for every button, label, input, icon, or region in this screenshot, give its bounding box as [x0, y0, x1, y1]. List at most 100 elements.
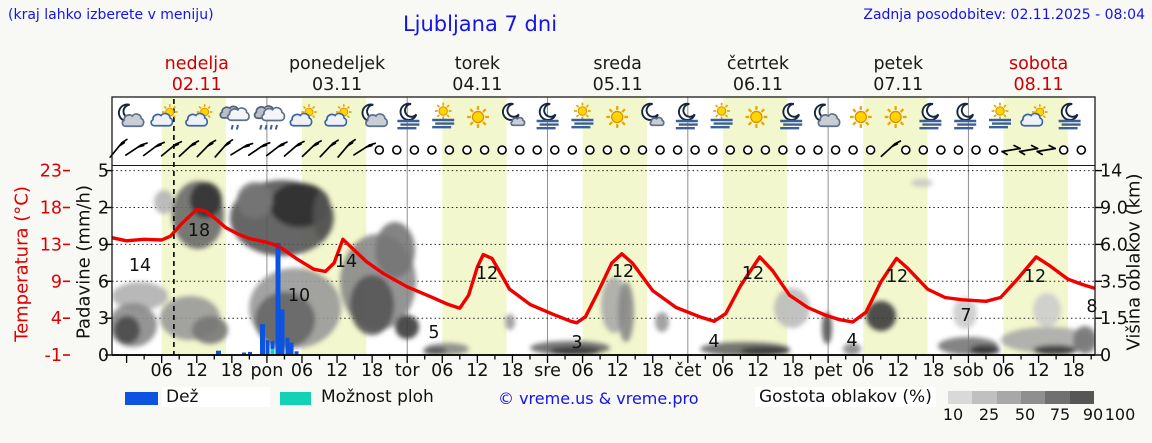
rain-bar: [242, 352, 246, 355]
moon-fog-icon: [780, 102, 803, 130]
cloud-blob: [255, 292, 315, 348]
precip-tick-value: 0: [98, 346, 109, 366]
cloud-heavy-rain-icon: [253, 105, 286, 130]
location-hint: (kraj lahko izberete v meniju): [8, 7, 214, 23]
x-tick-label: 06: [291, 361, 313, 381]
temperature-value: 8: [1086, 297, 1097, 317]
wind-calm-icon: [427, 145, 437, 155]
day-header: ponedeljek 03.11: [289, 54, 385, 96]
temperature-value: 4: [846, 331, 857, 351]
sun-icon: [606, 106, 629, 128]
day-header: petek 07.11: [873, 54, 923, 96]
wind-calm-icon: [707, 145, 718, 155]
cloud-blob: [423, 347, 447, 355]
moon-fog-icon: [1058, 102, 1081, 130]
temp-tick-value: 4: [51, 309, 62, 329]
wind-calm-icon: [900, 145, 911, 155]
rain-bar: [260, 324, 265, 355]
x-tick-label: 12: [747, 361, 769, 381]
day-name: ponedeljek: [288, 54, 386, 74]
wind-barb-icon: [142, 141, 166, 157]
density-segment: [996, 391, 1021, 404]
last-update-timestamp: Zadnja posodobitev: 02.11.2025 - 08:04: [863, 7, 1145, 23]
wind-calm-icon: [532, 145, 543, 155]
wind-calm-icon: [971, 145, 981, 155]
temperature-value: 14: [129, 256, 151, 276]
cloud-density-label: Gostota oblakov (%): [755, 387, 936, 407]
credit-link[interactable]: © vreme.us & vreme.pro: [498, 389, 699, 408]
wind-barb-icon: [196, 139, 217, 158]
cloud-blob: [866, 301, 896, 331]
temperature-value-labels: 14 18 10 14 5 12 3 12 4 12 4 12 7 12 8: [129, 221, 1098, 353]
temperature-value: 12: [742, 264, 764, 284]
day-header: nedelja 02.11: [165, 54, 229, 96]
wind-calm-icon: [672, 145, 683, 155]
rain-legend-swatch: [125, 392, 158, 405]
rain-bar: [275, 242, 281, 355]
sun-cloud-icon: [289, 104, 317, 127]
wind-calm-icon: [549, 145, 560, 155]
rain-bar: [248, 351, 252, 355]
moon-fog-icon: [397, 102, 420, 130]
day-date: 06.11: [732, 75, 783, 95]
cloud-blob: [237, 182, 273, 218]
wind-barb-icon: [283, 140, 305, 157]
temperature-line: [112, 207, 1095, 325]
x-tick-label: 18: [361, 361, 383, 381]
wind-calm-icon: [953, 145, 964, 155]
x-tick-label: 12: [466, 361, 488, 381]
cloud-tick-value: 0: [1100, 346, 1111, 366]
x-tick-label: 18: [221, 361, 243, 381]
density-step-value: 75: [1049, 405, 1071, 424]
precip-tick-value: 5: [98, 162, 109, 182]
x-tick-label: 18: [782, 361, 804, 381]
sun-icon: [745, 106, 768, 128]
wind-calm-icon: [742, 145, 753, 155]
page-title: Ljubljana 7 dni: [402, 12, 558, 36]
wind-calm-icon: [690, 145, 700, 155]
cloud-tick-value: 14: [1100, 162, 1122, 182]
wind-calm-icon: [585, 145, 595, 155]
x-tick-label: pon: [250, 361, 283, 381]
day-date: 04.11: [452, 75, 503, 95]
wind-calm-icon: [988, 145, 999, 155]
sun-icon: [849, 106, 872, 128]
cloud-blob: [822, 312, 832, 344]
sun-fog-icon: [989, 102, 1011, 129]
density-segment: [972, 391, 997, 404]
cloud-tick-value: 6.0: [1100, 235, 1128, 255]
wind-calm-icon: [918, 145, 929, 155]
day-header: četrtek 06.11: [727, 54, 789, 96]
sun-cloud-icon: [150, 104, 178, 127]
density-step-value: 100: [1104, 405, 1136, 424]
day-name: četrtek: [726, 54, 790, 74]
precip-tick-value: 6: [98, 272, 109, 292]
cloud-blob: [1073, 326, 1095, 354]
temp-tick-value: 13: [40, 235, 62, 255]
wind-barb-icon: [178, 140, 200, 158]
x-tick-label: 12: [1027, 361, 1049, 381]
wind-barb-icon: [1018, 144, 1039, 156]
cloud-blob: [550, 347, 600, 355]
wind-barb-icon: [125, 142, 148, 156]
wind-calm-icon: [848, 145, 858, 155]
wind-barb-icon: [265, 141, 288, 157]
x-tick-label: pet: [814, 361, 843, 381]
temperature-value: 12: [612, 262, 634, 282]
rain-bar: [265, 340, 270, 355]
wind-barb-icon: [337, 138, 356, 158]
x-tick-label: 06: [712, 361, 734, 381]
sun-fog-icon: [571, 102, 594, 129]
wind-symbols-row: [109, 138, 1087, 158]
density-step-value: 10: [942, 405, 964, 424]
cloud-tick-value: 1.5: [1100, 309, 1128, 329]
daylight-band: [442, 97, 507, 355]
cloud-blob: [505, 314, 515, 330]
cloud-blob: [154, 190, 174, 214]
x-tick-label: čet: [674, 361, 701, 381]
temperature-value: 5: [428, 323, 439, 343]
wind-barb-icon: [353, 142, 377, 156]
x-tick-label: 18: [1063, 361, 1085, 381]
cloud-blob: [112, 282, 168, 310]
